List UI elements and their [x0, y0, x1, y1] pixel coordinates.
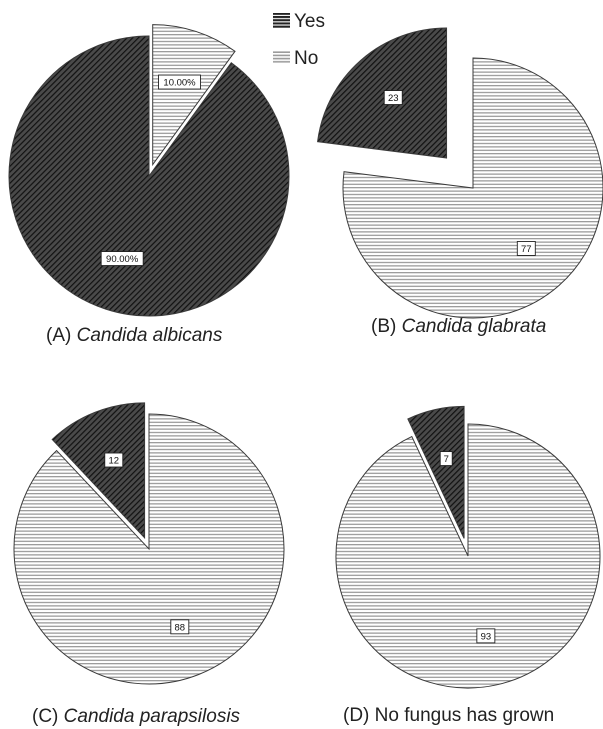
pie-a-slice-yes — [8, 35, 290, 317]
legend-item-yes: Yes — [273, 11, 325, 32]
pie-b-data-label-no: 77 — [516, 241, 536, 256]
caption-a: (A) Candida albicans — [46, 325, 223, 346]
legend: Yes No — [273, 11, 325, 69]
svg-text:93: 93 — [481, 631, 492, 642]
pie-c: 88 12 — [13, 402, 285, 685]
pie-d-slice-yes — [407, 405, 465, 539]
caption-d-text: No fungus has grown — [375, 705, 555, 726]
caption-d: (D) No fungus has grown — [343, 705, 554, 726]
pie-c-slice-no — [13, 413, 285, 685]
pie-c-data-label-yes: 12 — [104, 452, 124, 468]
pie-d-data-label-no: 93 — [476, 628, 496, 644]
pie-c-data-label-no: 88 — [170, 619, 190, 635]
caption-a-prefix: (A) — [46, 325, 77, 346]
legend-label-no: No — [294, 48, 318, 69]
pie-a: 10.00% 90.00% — [8, 24, 290, 317]
pie-a-slice-no — [152, 24, 236, 167]
svg-text:90.00%: 90.00% — [106, 254, 139, 265]
pie-a-data-label-no: 10.00% — [158, 74, 201, 90]
svg-text:12: 12 — [108, 456, 119, 467]
caption-d-prefix: (D) — [343, 705, 375, 726]
pie-b-slice-no — [342, 57, 603, 319]
legend-label-yes: Yes — [294, 11, 325, 32]
captions: (A) Candida albicans (B) Candida glabrat… — [32, 316, 554, 727]
caption-b-species: Candida glabrata — [402, 316, 547, 337]
caption-b-prefix: (B) — [371, 316, 402, 337]
pie-b-slice-yes — [317, 27, 448, 159]
pie-c-slice-yes — [51, 402, 146, 540]
pie-d-slice-no — [335, 423, 601, 689]
legend-swatch-no — [273, 50, 290, 64]
legend-swatch-yes — [273, 13, 290, 28]
svg-text:10.00%: 10.00% — [163, 78, 196, 89]
caption-c: (C) Candida parapsilosis — [32, 706, 241, 727]
svg-text:23: 23 — [388, 93, 399, 104]
pie-b: 77 23 — [317, 27, 603, 319]
pie-a-data-label-yes: 90.00% — [100, 251, 144, 267]
pie-charts: 10.00% 90.00% 77 23 88 12 93 7 — [8, 24, 603, 689]
svg-text:7: 7 — [444, 454, 449, 465]
caption-b: (B) Candida glabrata — [371, 316, 546, 337]
pie-d: 93 7 — [335, 405, 601, 689]
pie-b-data-label-yes: 23 — [383, 90, 403, 105]
caption-c-species: Candida parapsilosis — [64, 706, 241, 727]
pie-d-data-label-yes: 7 — [439, 451, 453, 467]
caption-c-prefix: (C) — [32, 706, 64, 727]
svg-text:77: 77 — [521, 244, 532, 255]
legend-item-no: No — [273, 48, 318, 69]
svg-text:88: 88 — [175, 622, 186, 633]
caption-a-species: Candida albicans — [77, 325, 223, 346]
